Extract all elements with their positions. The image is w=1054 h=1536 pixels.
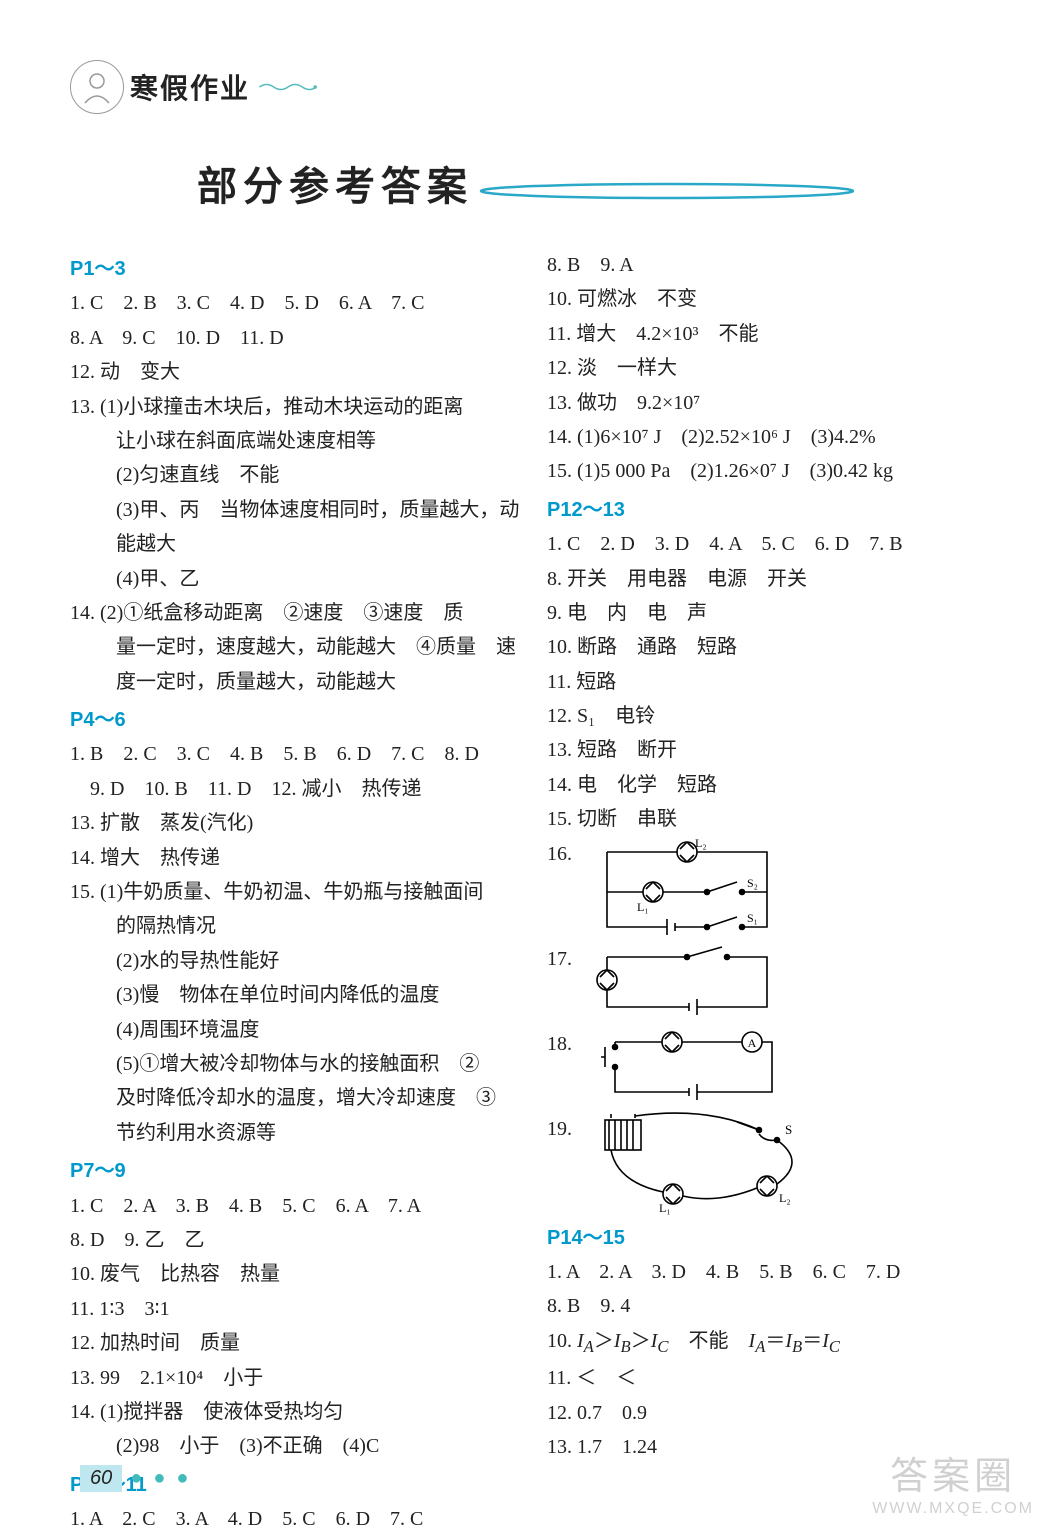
answer-line: (2)水的导热性能好 [70,944,507,978]
answer-line: 14. (1)6×10⁷ J (2)2.52×10⁶ J (3)4.2% [547,420,984,454]
section-head: P12～13 [547,493,984,527]
answer-line: 量一定时，速度越大，动能越大 ④质量 速 [70,630,507,664]
watermark: 答案圈 WWW.MXQE.COM [872,1445,1034,1518]
answer-line: 12. S₁ 电铃 [547,699,984,733]
answer-line: 14. (1)搅拌器 使液体受热均匀 [70,1395,507,1429]
title-underline [477,182,857,200]
page: 寒假作业 部分参考答案 P1～3 1. C 2. B 3. C 4. D 5. … [0,0,1054,1536]
svg-text:L₂: L₂ [695,837,707,850]
answer-line: 1. B 2. C 3. C 4. B 5. B 6. D 7. C 8. D [70,737,507,771]
footer-dots-icon: ● ● ● [130,1467,191,1490]
answer-line: 1. C 2. B 3. C 4. D 5. D 6. A 7. C [70,286,507,320]
circuit-diagram-17 [587,942,787,1027]
watermark-text: 答案圈 [890,1445,1016,1500]
svg-text:L₂: L₂ [779,1191,791,1205]
answer-line: 8. B 9. 4 [547,1289,984,1323]
answer-line: 15. 切断 串联 [547,802,984,836]
answer-line: 1. A 2. C 3. A 4. D 5. C 6. D 7. C [70,1502,507,1536]
header-avatar-icon [70,60,124,114]
content-columns: P1～3 1. C 2. B 3. C 4. D 5. D 6. A 7. C … [70,248,984,1536]
answer-line: (2)匀速直线 不能 [70,458,507,492]
answer-line: 13. (1)小球撞击木块后，推动木块运动的距离 [70,390,507,424]
answer-line: (4)周围环境温度 [70,1013,507,1047]
answer-line: 15. (1)牛奶质量、牛奶初温、牛奶瓶与接触面间 [70,875,507,909]
answer-line: 8. 开关 用电器 电源 开关 [547,562,984,596]
svg-text:S₁: S₁ [747,911,758,925]
main-title: 部分参考答案 [197,154,473,218]
answer-line: 11. 1∶3 3∶1 [70,1292,507,1326]
answer-line: 节约利用水资源等 [70,1116,507,1150]
answer-line: 13. 短路 断开 [547,733,984,767]
answer-line: 1. C 2. D 3. D 4. A 5. C 6. D 7. B [547,527,984,561]
answer-line: 12. 0.7 0.9 [547,1396,984,1430]
wave-icon [258,82,318,92]
answer-line: 11. 短路 [547,665,984,699]
answer-line: 14. (2)①纸盒移动距离 ②速度 ③速度 质 [70,596,507,630]
header-title: 寒假作业 [130,67,250,107]
page-header: 寒假作业 [70,60,984,114]
circuit-diagram-19: S L₂ L₁ [587,1112,827,1217]
right-column: 8. B 9. A 10. 可燃冰 不变 11. 增大 4.2×10³ 不能 1… [527,248,984,1536]
answer-line: 18. [547,1027,587,1061]
answer-line: 10. 废气 比热容 热量 [70,1257,507,1291]
watermark-url: WWW.MXQE.COM [872,1500,1034,1518]
answer-line: 13. 做功 9.2×10⁷ [547,386,984,420]
answer-line: 能越大 [70,527,507,561]
answer-line: 15. (1)5 000 Pa (2)1.26×0⁷ J (3)0.42 kg [547,454,984,488]
answer-line: (3)慢 物体在单位时间内降低的温度 [70,978,507,1012]
section-head: P14～15 [547,1221,984,1255]
answer-line: 10. 断路 通路 短路 [547,630,984,664]
answer-line: 17. [547,942,587,976]
answer-line: (2)98 小于 (3)不正确 (4)C [70,1429,507,1463]
section-head: P7～9 [70,1154,507,1188]
svg-text:L₁: L₁ [637,900,649,914]
answer-line: 1. A 2. A 3. D 4. B 5. B 6. C 7. D [547,1255,984,1289]
answer-line: 9. 电 内 电 声 [547,596,984,630]
main-title-area: 部分参考答案 [70,154,984,218]
answer-line: 8. B 9. A [547,248,984,282]
answer-line: 8. D 9. 乙 乙 [70,1223,507,1257]
answer-line: (4)甲、乙 [70,562,507,596]
answer-line: 9. D 10. B 11. D 12. 减小 热传递 [70,772,507,806]
answer-line: 11. ＜ ＜ [547,1361,984,1395]
page-footer: 60 ● ● ● [80,1465,192,1492]
page-number: 60 [80,1465,122,1492]
answer-line: 12. 加热时间 质量 [70,1326,507,1360]
section-head: P1～3 [70,252,507,286]
answer-line: 度一定时，质量越大，动能越大 [70,665,507,699]
answer-line: 14. 电 化学 短路 [547,768,984,802]
answer-line: 及时降低冷却水的温度，增大冷却速度 ③ [70,1081,507,1115]
answer-line: (3)甲、丙 当物体速度相同时，质量越大，动 [70,493,507,527]
answer-line: (5)①增大被冷却物体与水的接触面积 ② [70,1047,507,1081]
section-head: P4～6 [70,703,507,737]
answer-line: 12. 淡 一样大 [547,351,984,385]
answer-line: 19. [547,1112,587,1146]
answer-line: 10. 可燃冰 不变 [547,282,984,316]
answer-line: 13. 99 2.1×10⁴ 小于 [70,1361,507,1395]
answer-line: 8. A 9. C 10. D 11. D [70,321,507,355]
answer-line: 让小球在斜面底端处速度相等 [70,424,507,458]
answer-line: 的隔热情况 [70,909,507,943]
circuit-diagram-18: A [587,1027,787,1112]
svg-text:S: S [785,1122,792,1137]
answer-line: 10. IA＞IB＞IC 不能 IA＝IB＝IC [547,1324,984,1362]
svg-text:S₂: S₂ [747,876,758,890]
answer-line: 14. 增大 热传递 [70,841,507,875]
svg-text:L₁: L₁ [659,1201,671,1215]
answer-line: 16. [547,837,587,871]
answer-line: 13. 扩散 蒸发(汽化) [70,806,507,840]
svg-text:A: A [748,1036,757,1050]
answer-line: 11. 增大 4.2×10³ 不能 [547,317,984,351]
circuit-diagram-16: L₂ L₁ S₂ S₁ [587,837,787,942]
left-column: P1～3 1. C 2. B 3. C 4. D 5. D 6. A 7. C … [70,248,527,1536]
answer-line: 12. 动 变大 [70,355,507,389]
answer-line: 1. C 2. A 3. B 4. B 5. C 6. A 7. A [70,1189,507,1223]
